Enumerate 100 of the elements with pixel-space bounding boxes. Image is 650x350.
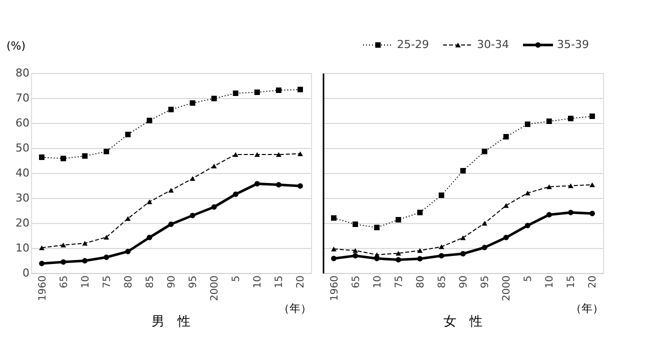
point [232, 90, 238, 96]
point [589, 210, 595, 216]
x-tick-label: 10 [252, 276, 264, 288]
point [524, 190, 530, 196]
point [331, 246, 337, 252]
x-tick-label: 85 [436, 276, 448, 288]
point [104, 148, 110, 154]
point [503, 134, 509, 140]
point [146, 118, 152, 124]
x-tick-label: 10 [544, 276, 556, 288]
point [460, 235, 466, 240]
point [146, 199, 152, 204]
point [168, 188, 174, 193]
point [60, 259, 66, 265]
x-tick-label: 1960 [329, 276, 340, 301]
point [297, 151, 303, 156]
x-tick-label: 10 [372, 276, 384, 288]
point [352, 248, 358, 253]
point [211, 96, 217, 102]
point [297, 183, 303, 189]
point [232, 192, 238, 197]
y-axis-title: (%) [6, 40, 26, 52]
point [568, 183, 574, 188]
x-tick-label: 2000 [210, 276, 221, 301]
y-tick-label: 10 [16, 242, 30, 254]
x-tick-label: 95 [188, 276, 200, 288]
point [503, 234, 509, 240]
point [297, 86, 303, 92]
y-tick-label: 50 [16, 142, 30, 154]
point [546, 118, 552, 124]
point [276, 182, 282, 188]
x-tick-label: 75 [102, 276, 113, 288]
text: 女 性 [444, 314, 482, 330]
x-tick-label: 65 [58, 276, 70, 288]
point [352, 222, 358, 227]
point [482, 220, 488, 226]
legend-label: 30-34 [477, 38, 509, 51]
point [524, 122, 530, 127]
legend-label: 25-29 [397, 38, 429, 51]
point [568, 116, 574, 122]
point [39, 154, 45, 160]
point [352, 253, 358, 258]
point [417, 256, 423, 262]
x-axis-title: （年） [570, 302, 604, 315]
y-tick-label: 60 [16, 116, 30, 130]
point [503, 203, 509, 208]
point [190, 100, 196, 106]
x-axis-title: （年） [278, 302, 312, 315]
legend-label: 35-39 [557, 38, 589, 51]
x-tick-label: 80 [123, 276, 134, 288]
y-tick-label: 40 [16, 166, 30, 180]
point [438, 192, 444, 198]
point [211, 164, 217, 168]
point [254, 181, 260, 186]
y-tick-label: 70 [16, 92, 30, 104]
point [417, 248, 423, 253]
x-tick-label: 5 [231, 276, 242, 282]
point [546, 184, 552, 190]
point [254, 152, 260, 157]
point [82, 240, 88, 246]
point [482, 244, 488, 250]
x-tick-label: 90 [458, 276, 470, 288]
point [168, 222, 174, 227]
x-tick-label: 80 [415, 276, 426, 288]
point [211, 204, 217, 210]
x-tick-label: 65 [350, 276, 362, 288]
x-tick-label: 90 [166, 276, 178, 288]
point [276, 88, 282, 93]
x-tick-label: 2000 [502, 276, 513, 301]
point [396, 250, 402, 256]
point [125, 216, 131, 221]
x-tick-label: 15 [274, 276, 286, 288]
point [396, 257, 402, 262]
point [190, 212, 196, 218]
point [438, 244, 444, 250]
point [125, 248, 131, 254]
x-tick-label: 20 [588, 276, 599, 288]
x-tick-label: 10 [80, 276, 92, 288]
point [39, 245, 45, 250]
y-tick-label: 0 [22, 266, 30, 280]
point [460, 168, 466, 174]
y-tick-label: 80 [16, 66, 30, 80]
point [60, 242, 66, 248]
point [589, 182, 595, 188]
point [232, 152, 238, 157]
point [331, 215, 337, 221]
point [125, 132, 131, 138]
point [60, 156, 66, 162]
point [104, 254, 110, 260]
point [82, 258, 88, 264]
x-tick-label: 75 [394, 276, 405, 288]
y-tick-label: 20 [16, 216, 30, 230]
y-tick-label: 30 [16, 192, 30, 204]
point [254, 90, 260, 95]
point [546, 212, 552, 218]
point [524, 222, 530, 228]
point [104, 234, 110, 240]
point [482, 148, 488, 154]
x-tick-label: 85 [144, 276, 156, 288]
point [589, 114, 595, 119]
